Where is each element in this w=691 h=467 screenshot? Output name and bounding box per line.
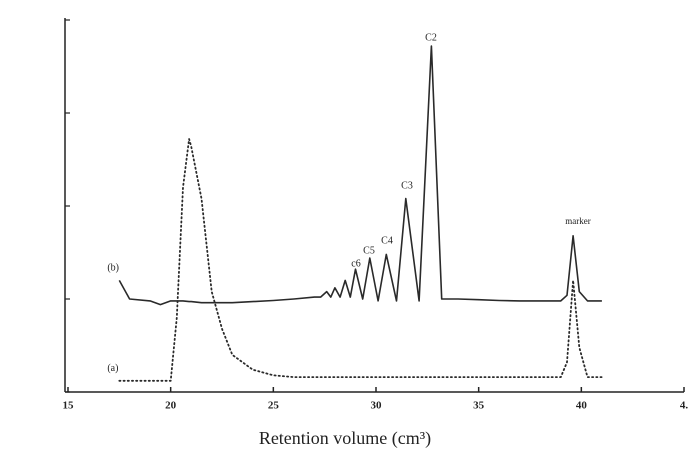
x-tick-label: 15 xyxy=(63,400,75,412)
series-line xyxy=(118,138,603,382)
x-tick-label: 25 xyxy=(268,400,280,412)
series-label: (b) xyxy=(107,263,119,274)
peak-label: marker xyxy=(565,216,590,226)
x-tick-label: 4. xyxy=(680,400,689,412)
x-tick-label: 30 xyxy=(371,400,383,412)
x-tick-label: 40 xyxy=(576,400,588,412)
series-label: (a) xyxy=(107,363,118,374)
peak-label: C4 xyxy=(381,235,393,246)
peak-label: C2 xyxy=(425,32,437,43)
series-line xyxy=(118,45,602,306)
peak-label: C5 xyxy=(363,245,375,256)
peak-label: c6 xyxy=(351,258,360,269)
x-axis-label: Retention volume (cm³) xyxy=(259,428,431,449)
x-tick-label: 35 xyxy=(473,400,485,412)
peak-label: C3 xyxy=(401,180,413,191)
x-tick-label: 20 xyxy=(165,400,177,412)
